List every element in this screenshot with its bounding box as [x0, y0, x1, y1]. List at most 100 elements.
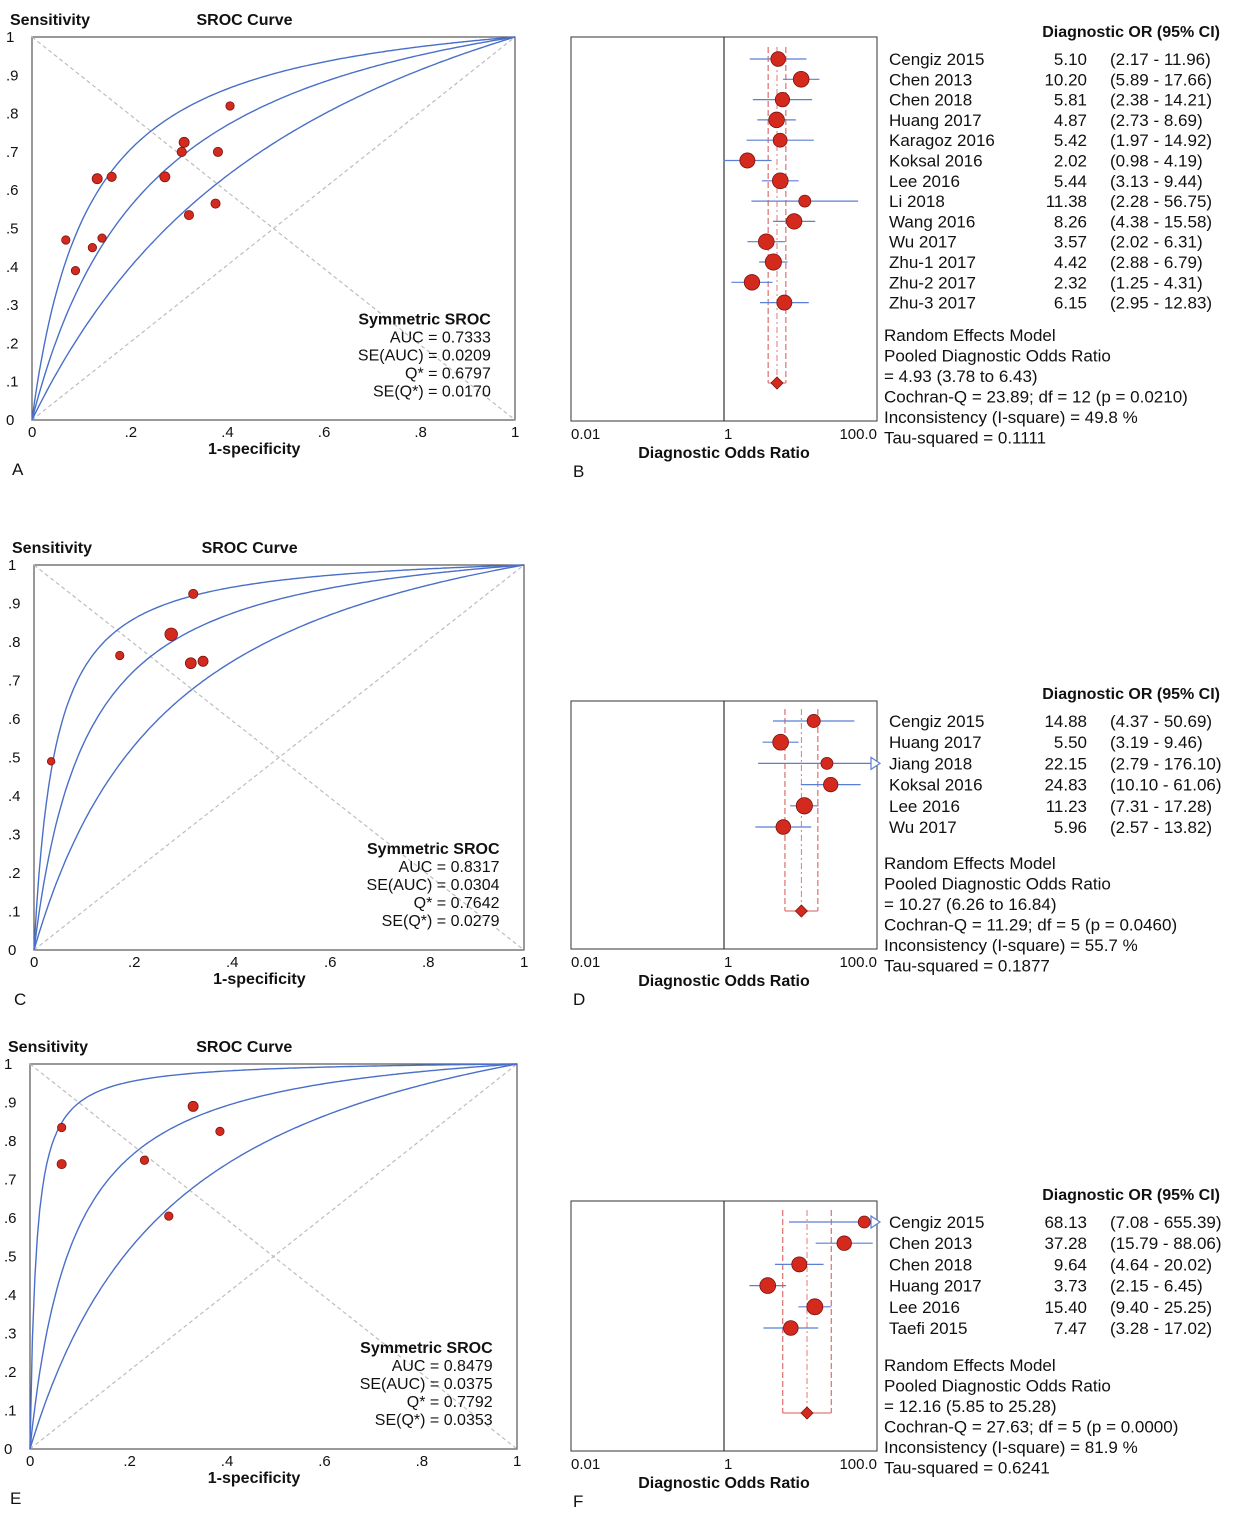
- study-name: Huang 2017: [889, 1277, 982, 1296]
- y-axis-label: Sensitivity: [10, 12, 90, 29]
- study-name: Koksal 2016: [889, 776, 983, 795]
- study-point: [210, 198, 221, 209]
- study-name: Lee 2016: [889, 1298, 960, 1317]
- x-tick-label: .8: [414, 424, 427, 441]
- study-or: 7.47: [1054, 1319, 1087, 1338]
- sroc-panel-c: 0.1.2.3.4.5.6.7.8.910.2.4.6.8 1Sensitivit…: [8, 540, 528, 1009]
- x-tick-label: .4: [226, 954, 239, 971]
- anti-diagonal-line: [29, 1063, 518, 1450]
- y-tick-label: .6: [6, 182, 19, 199]
- x-tick-label: 1: [511, 424, 519, 441]
- study-ci: (4.37 - 50.69): [1110, 712, 1212, 731]
- y-tick-label: .5: [4, 1249, 17, 1266]
- study-ci: (2.57 - 13.82): [1110, 818, 1212, 837]
- x-tick-label: 100.0: [839, 954, 877, 971]
- y-tick-label: .7: [8, 673, 21, 690]
- y-tick-label: .3: [6, 297, 19, 314]
- study-ci: (2.28 - 56.75): [1110, 192, 1212, 211]
- y-tick-label: 0: [4, 1441, 12, 1458]
- study-estimate: [771, 172, 789, 190]
- study-or: 6.15: [1054, 294, 1087, 313]
- study-or: 15.40: [1044, 1298, 1087, 1317]
- x-tick-label: .4: [221, 424, 234, 441]
- study-name: Wu 2017: [889, 818, 957, 837]
- study-ci: (0.98 - 4.19): [1110, 152, 1203, 171]
- study-estimate: [806, 714, 821, 728]
- study-ci: (9.40 - 25.25): [1110, 1298, 1212, 1317]
- study-or: 68.13: [1044, 1213, 1087, 1232]
- x-tick-label: 100.0: [839, 1456, 877, 1473]
- study-or: 14.88: [1044, 712, 1087, 731]
- summary-stat: SE(AUC) = 0.0375: [360, 1376, 493, 1393]
- summary-stat: SE(Q*) = 0.0170: [373, 383, 491, 400]
- x-tick-label: 0: [28, 424, 36, 441]
- study-or: 4.42: [1054, 253, 1087, 272]
- study-name: Huang 2017: [889, 111, 982, 130]
- sroc-curve: [33, 564, 525, 951]
- study-ci: (3.13 - 9.44): [1110, 172, 1203, 191]
- pooled-summary-line: Random Effects Model: [884, 854, 1056, 873]
- study-estimate: [792, 70, 810, 88]
- x-tick-label: .8: [416, 1453, 429, 1470]
- study-or: 5.44: [1054, 172, 1087, 191]
- x-axis-label: 1-specificity: [208, 441, 301, 458]
- sroc-curve: [29, 1063, 517, 1450]
- study-estimate: [758, 233, 775, 250]
- study-estimate: [791, 1256, 808, 1273]
- pooled-summary-line: Cochran-Q = 27.63; df = 5 (p = 0.0000): [884, 1418, 1178, 1437]
- y-tick-label: .6: [4, 1210, 17, 1227]
- study-point: [176, 146, 187, 157]
- study-or: 22.15: [1044, 754, 1087, 773]
- study-point: [61, 235, 71, 245]
- study-point: [188, 588, 199, 599]
- study-ci: (7.31 - 17.28): [1110, 797, 1212, 816]
- panel-label: E: [10, 1489, 21, 1508]
- anti-diagonal-line: [33, 564, 525, 951]
- ci-overflow-arrow: [870, 1214, 882, 1230]
- study-estimate: [806, 1298, 824, 1316]
- y-tick-label: .6: [8, 711, 21, 728]
- study-name: Chen 2018: [889, 1255, 972, 1274]
- pooled-summary-line: Cochran-Q = 23.89; df = 12 (p = 0.0210): [884, 388, 1188, 407]
- study-point: [212, 146, 223, 157]
- y-tick-label: .1: [6, 374, 19, 391]
- study-name: Zhu-1 2017: [889, 253, 976, 272]
- chart-title: SROC Curve: [197, 12, 293, 29]
- summary-stat: AUC = 0.8317: [399, 859, 500, 876]
- study-estimate: [739, 152, 756, 169]
- study-estimate: [759, 1277, 777, 1294]
- study-ci: (10.10 - 61.06): [1110, 776, 1222, 795]
- study-ci: (1.25 - 4.31): [1110, 273, 1203, 292]
- x-tick-label: .2: [123, 1453, 136, 1470]
- y-tick-label: 0: [8, 942, 16, 959]
- x-tick-label: .6: [324, 954, 337, 971]
- x-tick-label: .8: [422, 954, 435, 971]
- panel-label: B: [573, 462, 584, 481]
- sroc-panel-a: 0.1.2.3.4.5.6.7.8.910.2.4.6.8 1Sensitivit…: [6, 12, 519, 479]
- study-point: [139, 1155, 150, 1165]
- sroc-panel-e: 0.1.2.3.4.5.6.7.8.910.2.4.6.8 1Sensitivit…: [4, 1039, 521, 1508]
- study-or: 4.87: [1054, 111, 1087, 130]
- study-point: [164, 1211, 174, 1221]
- study-name: Koksal 2016: [889, 152, 983, 171]
- pooled-summary-line: Pooled Diagnostic Odds Ratio: [884, 1377, 1111, 1396]
- y-tick-label: .7: [6, 144, 19, 161]
- study-name: Lee 2016: [889, 172, 960, 191]
- study-ci: (2.17 - 11.96): [1110, 50, 1211, 69]
- pooled-summary-line: = 10.27 (6.26 to 16.84): [884, 895, 1057, 914]
- study-estimate: [857, 1215, 871, 1229]
- study-or: 5.10: [1054, 50, 1087, 69]
- summary-stat: AUC = 0.8479: [392, 1358, 493, 1375]
- y-tick-label: .5: [8, 750, 21, 767]
- study-ci: (2.79 - 176.10): [1110, 754, 1222, 773]
- study-point: [225, 101, 235, 111]
- x-tick-label: 0.01: [571, 1456, 600, 1473]
- chart-title: SROC Curve: [196, 1039, 292, 1056]
- study-or: 11.38: [1046, 192, 1087, 211]
- study-ci: (2.95 - 12.83): [1110, 294, 1212, 313]
- study-point: [178, 136, 190, 148]
- y-tick-label: .8: [6, 106, 19, 123]
- study-ci: (4.64 - 20.02): [1110, 1255, 1212, 1274]
- study-point: [70, 266, 81, 276]
- pooled-summary-line: Random Effects Model: [884, 326, 1056, 345]
